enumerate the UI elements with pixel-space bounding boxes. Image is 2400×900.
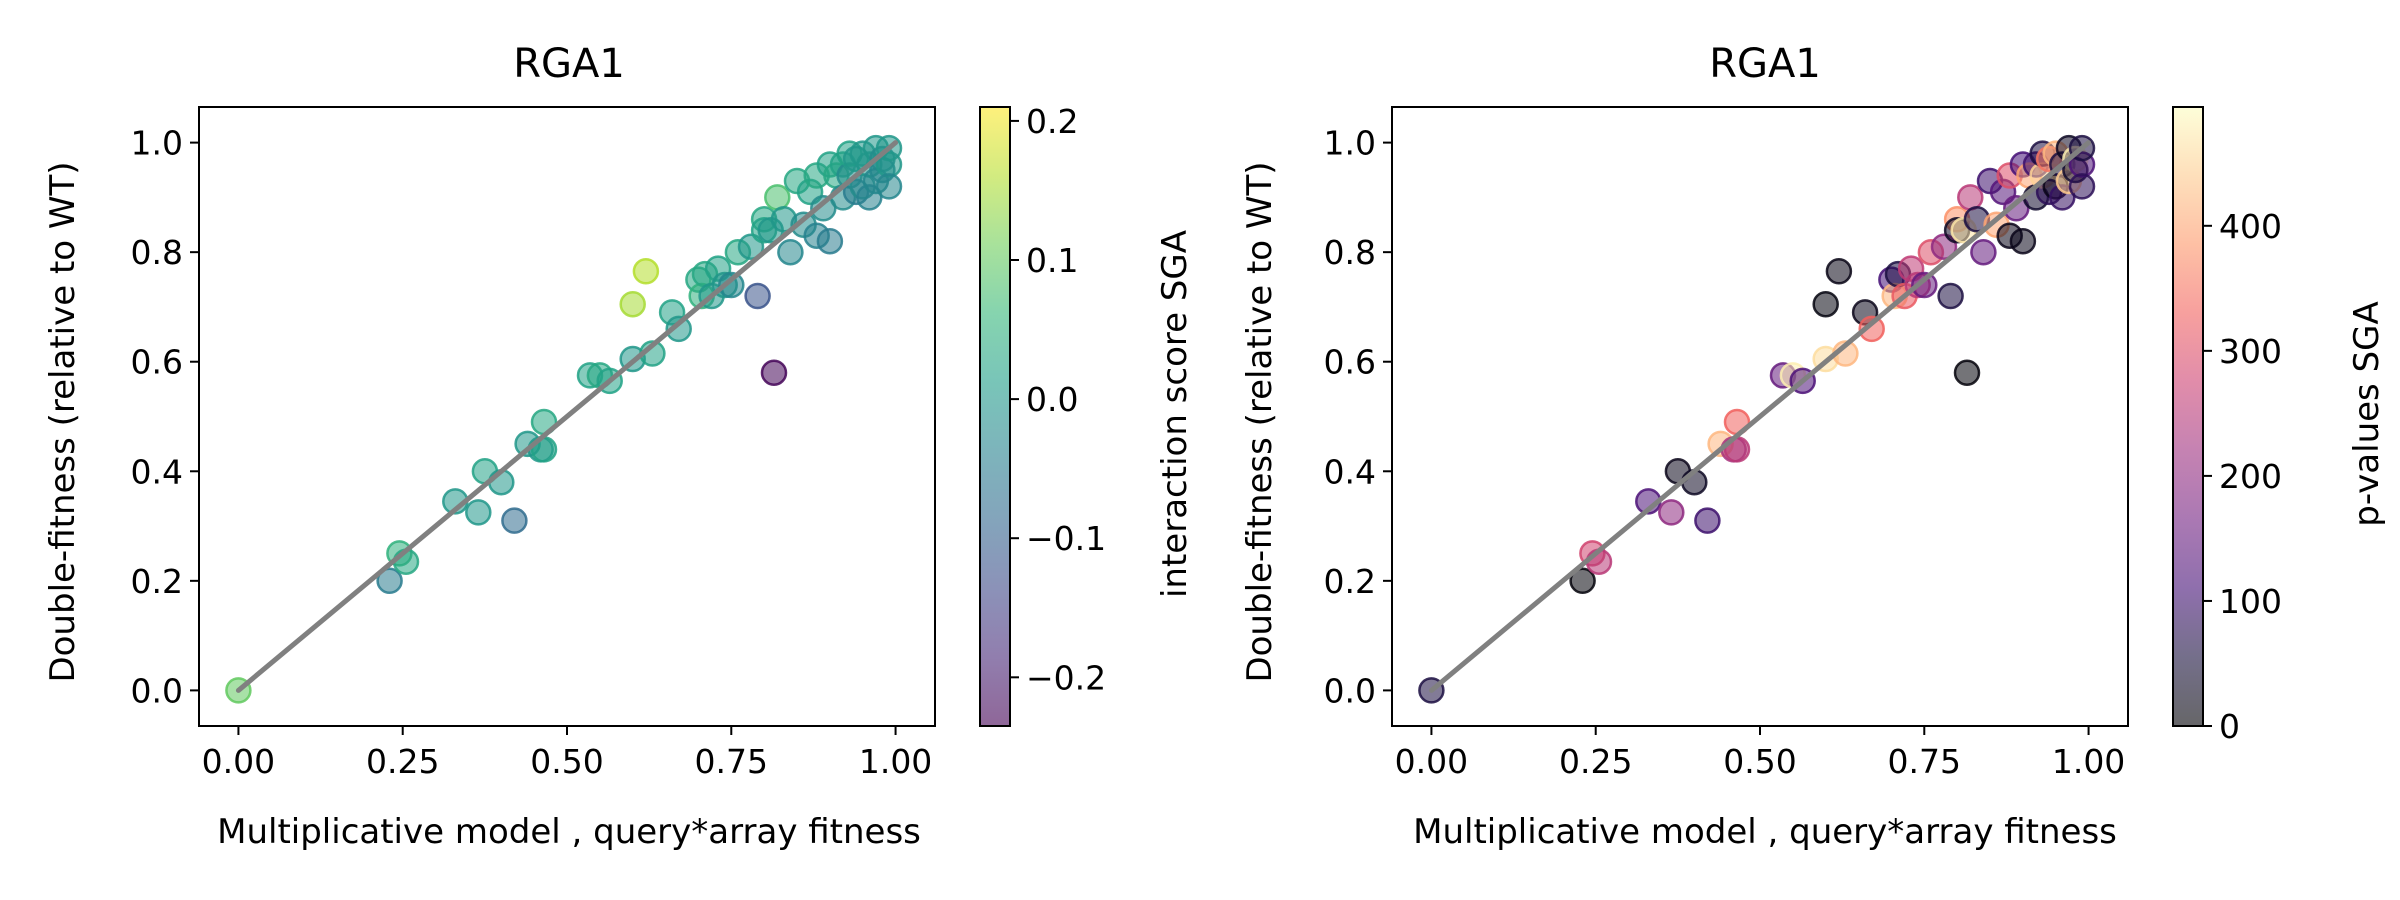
data-point xyxy=(777,238,804,266)
right-scatter-panel: RGA1 Multiplicative model , query*array … xyxy=(1240,41,2387,852)
colorbar-fill xyxy=(980,107,1010,726)
colorbar-tick-label: 0.0 xyxy=(1026,380,1078,419)
chart-title: RGA1 xyxy=(1709,41,1821,87)
chart-title: RGA1 xyxy=(513,41,625,87)
data-point xyxy=(1694,507,1721,534)
y-tick-label: 0.8 xyxy=(1324,233,1376,272)
data-point xyxy=(1911,271,1938,299)
y-tick-label: 0.0 xyxy=(131,671,183,710)
data-point xyxy=(1858,315,1885,343)
x-tick-label: 0.25 xyxy=(366,742,439,781)
y-tick-label: 1.0 xyxy=(131,124,183,163)
x-tick-label: 0.00 xyxy=(202,742,275,781)
y-tick-label: 0.0 xyxy=(1324,671,1376,710)
x-tick-label: 0.25 xyxy=(1559,742,1632,781)
data-point xyxy=(764,184,791,211)
data-point xyxy=(810,195,837,222)
y-tick-label: 0.6 xyxy=(131,343,183,382)
x-tick-label: 0.00 xyxy=(1395,742,1468,781)
data-point xyxy=(1658,499,1685,526)
data-point xyxy=(1825,258,1853,285)
data-point xyxy=(1970,238,1997,266)
y-tick-label: 0.4 xyxy=(131,452,183,491)
data-point xyxy=(760,359,788,386)
data-point xyxy=(1953,359,1981,386)
x-tick-label: 1.00 xyxy=(859,742,932,781)
data-point xyxy=(875,173,903,200)
y-tick-label: 0.2 xyxy=(1324,562,1376,601)
data-point xyxy=(718,271,745,299)
y-axis-label: Double-fitness (relative to WT) xyxy=(43,161,83,682)
reference-line xyxy=(235,140,899,693)
data-point xyxy=(1812,290,1839,318)
colorbar-tick-label: 100 xyxy=(2219,582,2282,621)
colorbar-label: p-values SGA xyxy=(2347,301,2387,527)
left-scatter-panel: RGA1 Multiplicative model , query*array … xyxy=(43,41,1195,852)
data-point xyxy=(1937,282,1964,310)
colorbar-label: interaction score SGA xyxy=(1155,230,1195,598)
y-tick-label: 0.2 xyxy=(131,562,183,601)
data-point xyxy=(1569,567,1596,595)
colorbar-tick-label: 400 xyxy=(2219,207,2282,246)
x-tick-label: 1.00 xyxy=(2052,742,2125,781)
data-point xyxy=(376,567,403,595)
colorbar-tick-label: 300 xyxy=(2219,332,2282,371)
colorbar: interaction score SGA −0.2 −0.1 0.0 0.1 0.2 xyxy=(979,102,1195,727)
x-tick-label: 0.50 xyxy=(1723,742,1796,781)
colorbar-fill xyxy=(2173,107,2203,726)
data-point xyxy=(2009,227,2037,255)
data-point xyxy=(2068,173,2096,200)
plot-area: 0.00 0.25 0.50 0.75 1.00 0.0 0.2 0.4 0.6 0.8 1.0 xyxy=(131,106,936,781)
data-point xyxy=(1957,184,1984,211)
data-point xyxy=(619,290,646,318)
reference-line xyxy=(1428,140,2092,693)
x-tick-label: 0.50 xyxy=(530,742,603,781)
colorbar-tick-label: 0.1 xyxy=(1026,241,1078,280)
colorbar-frame xyxy=(979,106,1011,727)
x-axis-label: Multiplicative model , query*array fitne… xyxy=(1413,812,2117,852)
y-tick-label: 1.0 xyxy=(1324,124,1376,163)
data-point xyxy=(501,507,528,534)
data-point xyxy=(665,315,692,343)
x-axis-label: Multiplicative model , query*array fitne… xyxy=(217,812,921,852)
data-point xyxy=(632,258,660,285)
y-axis-label: Double-fitness (relative to WT) xyxy=(1240,161,1280,682)
colorbar-tick-label: 0.2 xyxy=(1026,102,1078,141)
data-point xyxy=(816,227,844,255)
data-point xyxy=(465,499,492,526)
y-tick-label: 0.4 xyxy=(1324,452,1376,491)
x-tick-label: 0.75 xyxy=(695,742,768,781)
x-tick-label: 0.75 xyxy=(1888,742,1961,781)
colorbar: p-values SGA 0 100 200 300 400 xyxy=(2172,106,2387,746)
data-point xyxy=(744,282,771,310)
y-tick-label: 0.8 xyxy=(131,233,183,272)
plot-area: 0.00 0.25 0.50 0.75 1.00 0.0 0.2 0.4 0.6 0.8 1.0 xyxy=(1324,106,2129,781)
data-point xyxy=(2003,195,2030,222)
colorbar-tick-label: 200 xyxy=(2219,457,2282,496)
colorbar-tick-label: −0.1 xyxy=(1026,519,1106,558)
colorbar-tick-label: 0 xyxy=(2219,707,2240,746)
colorbar-frame xyxy=(2172,106,2204,727)
colorbar-tick-label: −0.2 xyxy=(1026,658,1106,697)
y-tick-label: 0.6 xyxy=(1324,343,1376,382)
